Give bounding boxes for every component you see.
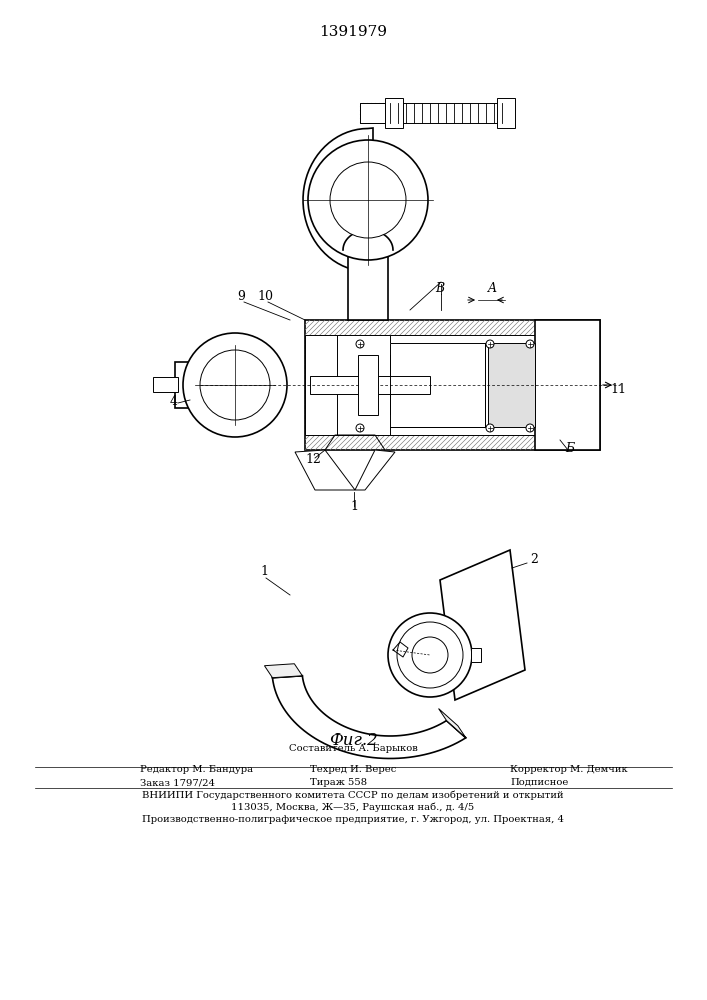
Bar (385, 98, 403, 128)
Bar (360, 103, 385, 123)
Text: Производственно-полиграфическое предприятие, г. Ужгород, ул. Проектная, 4: Производственно-полиграфическое предприя… (142, 815, 564, 824)
Bar (305, 320, 600, 450)
Text: 9: 9 (237, 290, 245, 303)
Polygon shape (264, 664, 303, 678)
Circle shape (200, 350, 270, 420)
Circle shape (356, 424, 364, 432)
Bar (360, 103, 505, 123)
Bar (390, 415, 485, 427)
Bar (175, 362, 240, 408)
Bar (497, 98, 515, 128)
Bar (335, 335, 390, 435)
Circle shape (183, 333, 287, 437)
Bar (390, 343, 485, 427)
Polygon shape (355, 450, 395, 490)
Polygon shape (438, 709, 466, 738)
Text: Б: Б (565, 442, 574, 455)
Bar (488, 343, 535, 427)
Circle shape (412, 637, 448, 673)
Polygon shape (303, 128, 373, 272)
Circle shape (397, 622, 463, 688)
Text: 4: 4 (170, 395, 178, 408)
Circle shape (330, 162, 406, 238)
Text: Корректор М. Демчик: Корректор М. Демчик (510, 765, 628, 774)
Circle shape (388, 613, 472, 697)
Text: 2: 2 (530, 553, 538, 566)
Polygon shape (272, 676, 466, 758)
Polygon shape (440, 550, 525, 700)
Circle shape (486, 340, 494, 348)
Text: В: В (435, 282, 444, 295)
Bar (540, 333, 595, 437)
Text: A: A (488, 282, 497, 295)
Circle shape (308, 140, 428, 260)
Text: 12: 12 (305, 453, 321, 466)
Bar (358, 355, 378, 415)
Bar (153, 377, 178, 392)
Polygon shape (295, 450, 355, 490)
Text: 1: 1 (260, 565, 268, 578)
Bar (390, 343, 485, 427)
Circle shape (526, 424, 534, 432)
Bar (390, 343, 485, 355)
Bar (535, 320, 600, 450)
Circle shape (526, 340, 534, 348)
Text: 113035, Москва, Ж—35, Раушская наб., д. 4/5: 113035, Москва, Ж—35, Раушская наб., д. … (231, 803, 474, 812)
Circle shape (356, 340, 364, 348)
Text: Заказ 1797/24: Заказ 1797/24 (140, 778, 215, 787)
Circle shape (486, 424, 494, 432)
Text: 11: 11 (610, 383, 626, 396)
Bar (471, 648, 481, 662)
Text: Составитель А. Барыков: Составитель А. Барыков (288, 744, 417, 753)
Text: ВНИИПИ Государственного комитета СССР по делам изобретений и открытий: ВНИИПИ Государственного комитета СССР по… (142, 791, 563, 800)
Text: 10: 10 (257, 290, 273, 303)
Text: Фиг.2: Фиг.2 (329, 732, 378, 749)
Text: Техред И. Верес: Техред И. Верес (310, 765, 397, 774)
Bar (305, 335, 337, 435)
Text: Редактор М. Бандура: Редактор М. Бандура (140, 765, 253, 774)
Bar (310, 376, 430, 394)
Text: Подписное: Подписное (510, 778, 568, 787)
Text: Тираж 558: Тираж 558 (310, 778, 367, 787)
Text: 1391979: 1391979 (319, 25, 387, 39)
Text: 1: 1 (350, 500, 358, 513)
Bar (348, 250, 388, 320)
Bar (335, 335, 565, 435)
